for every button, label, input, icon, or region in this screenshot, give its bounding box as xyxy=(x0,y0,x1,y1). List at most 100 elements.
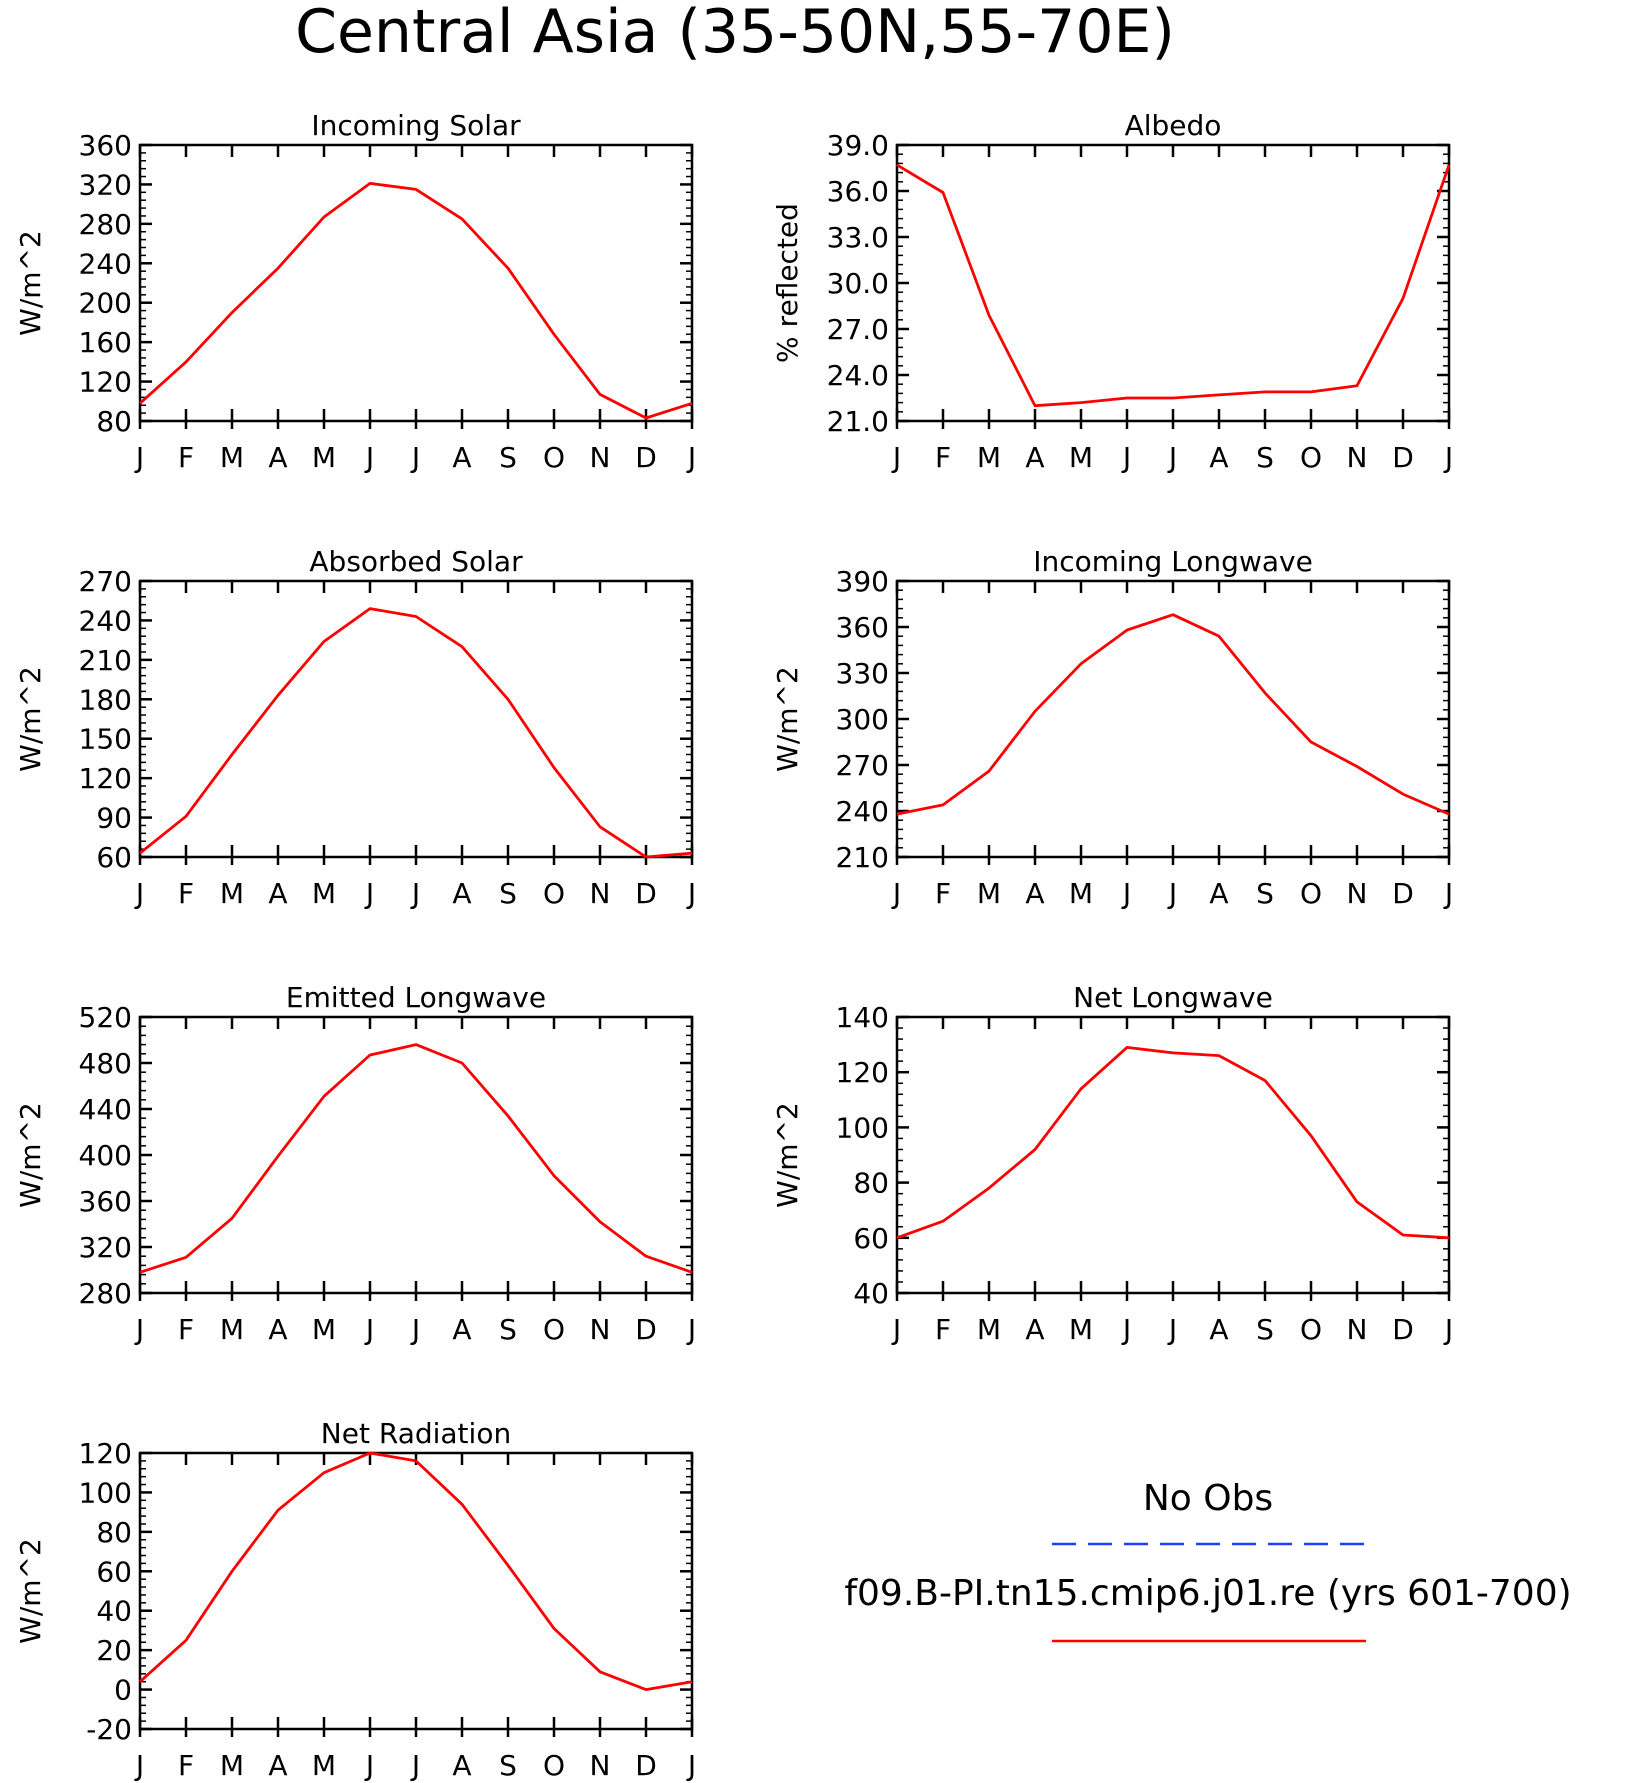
albedo-series-line xyxy=(896,163,1451,408)
net-longwave-xtick-label: O xyxy=(1300,1313,1322,1346)
legend-model-label: f09.B-PI.tn15.cmip6.j01.re (yrs 601-700) xyxy=(844,1573,1571,1614)
albedo-ytick-label: 30.0 xyxy=(827,267,889,300)
absorbed-solar-xtick-label: A xyxy=(452,877,471,910)
emitted-longwave-xtick-label: J xyxy=(410,1313,420,1346)
emitted-longwave-xtick-label: M xyxy=(220,1313,244,1346)
net-radiation-xtick-label: F xyxy=(178,1749,194,1782)
net-radiation-xtick-label: A xyxy=(268,1749,287,1782)
incoming-solar-ytick-label: 280 xyxy=(79,208,132,241)
incoming-solar-ytick-label: 240 xyxy=(79,247,132,280)
incoming-solar-xtick-label: O xyxy=(543,441,565,474)
incoming-longwave-ylabel: W/m^2 xyxy=(771,666,804,772)
incoming-longwave-ytick-label: 300 xyxy=(836,703,889,736)
incoming-solar-xtick-label: J xyxy=(410,441,420,474)
net-radiation-xtick-label: D xyxy=(635,1749,657,1782)
incoming-longwave-xtick-label: A xyxy=(1025,877,1044,910)
incoming-solar-ylabel: W/m^2 xyxy=(14,230,47,336)
incoming-longwave-xtick-label: S xyxy=(1256,877,1274,910)
albedo-xtick-label: O xyxy=(1300,441,1322,474)
emitted-longwave-title: Emitted Longwave xyxy=(286,981,546,1014)
absorbed-solar-title: Absorbed Solar xyxy=(309,545,523,578)
incoming-solar-series-line xyxy=(139,181,693,420)
net-radiation-xtick-label: A xyxy=(452,1749,471,1782)
emitted-longwave-xtick-label: N xyxy=(590,1313,611,1346)
incoming-solar-xtick-label: J xyxy=(134,441,144,474)
emitted-longwave-xtick-label: M xyxy=(312,1313,336,1346)
net-longwave-xtick-label: M xyxy=(977,1313,1001,1346)
incoming-solar-xtick-label: A xyxy=(268,441,287,474)
albedo-ytick-label: 24.0 xyxy=(827,359,889,392)
incoming-solar-xtick-label: A xyxy=(452,441,471,474)
emitted-longwave-xtick-label: F xyxy=(178,1313,194,1346)
incoming-longwave-xtick-label: N xyxy=(1347,877,1368,910)
emitted-longwave-xtick-label: J xyxy=(134,1313,144,1346)
incoming-solar-xtick-label: N xyxy=(590,441,611,474)
incoming-longwave-xtick-label: A xyxy=(1209,877,1228,910)
absorbed-solar-ytick-label: 90 xyxy=(96,802,132,835)
albedo-xtick-label: S xyxy=(1256,441,1274,474)
net-radiation-xtick-label: S xyxy=(499,1749,517,1782)
net-radiation-ytick-label: 20 xyxy=(96,1634,132,1667)
incoming-solar-xtick-label: M xyxy=(312,441,336,474)
emitted-longwave-ytick-label: 320 xyxy=(79,1231,132,1264)
incoming-longwave-ytick-label: 360 xyxy=(836,611,889,644)
incoming-solar-ytick-label: 120 xyxy=(79,366,132,399)
absorbed-solar-xtick-label: J xyxy=(364,877,374,910)
net-radiation-plot-frame xyxy=(138,1451,694,1731)
incoming-solar-xtick-label: D xyxy=(635,441,657,474)
absorbed-solar-xtick-label: F xyxy=(178,877,194,910)
net-radiation-ytick-label: -20 xyxy=(86,1713,132,1746)
net-longwave-ytick-label: 80 xyxy=(853,1167,889,1200)
panel-albedo: Albedo % reflected 21.0 24.0 27.0 30.0 33.0 36.… xyxy=(771,109,1453,474)
incoming-longwave-xtick-label: M xyxy=(977,877,1001,910)
albedo-title: Albedo xyxy=(1125,109,1222,142)
absorbed-solar-xtick-label: D xyxy=(635,877,657,910)
absorbed-solar-xtick-label: O xyxy=(543,877,565,910)
incoming-solar-ytick-label: 80 xyxy=(96,405,132,438)
albedo-xtick-label: N xyxy=(1347,441,1368,474)
incoming-solar-xtick-label: M xyxy=(220,441,244,474)
net-longwave-series-line xyxy=(896,1046,1450,1240)
incoming-longwave-plot-frame xyxy=(895,579,1451,859)
net-radiation-ytick-label: 120 xyxy=(79,1437,132,1470)
emitted-longwave-ytick-label: 520 xyxy=(79,1001,132,1034)
absorbed-solar-xtick-label: J xyxy=(410,877,420,910)
absorbed-solar-xtick-label: J xyxy=(134,877,144,910)
emitted-longwave-ylabel: W/m^2 xyxy=(14,1102,47,1208)
emitted-longwave-xtick-label: A xyxy=(268,1313,287,1346)
albedo-ytick-label: 27.0 xyxy=(827,313,889,346)
emitted-longwave-series-line xyxy=(139,1043,693,1274)
emitted-longwave-plot-frame xyxy=(138,1015,694,1295)
panel-incoming-longwave: Incoming Longwave W/m^2 210 240 270 300 330 360… xyxy=(771,545,1453,910)
panel-emitted-longwave: Emitted Longwave W/m^2 280 320 360 400 440 480 5… xyxy=(14,981,696,1346)
incoming-solar-title: Incoming Solar xyxy=(311,109,521,142)
net-radiation-xtick-label: J xyxy=(410,1749,420,1782)
albedo-xtick-label: A xyxy=(1209,441,1228,474)
net-longwave-xtick-label: S xyxy=(1256,1313,1274,1346)
net-longwave-xtick-label: F xyxy=(935,1313,951,1346)
emitted-longwave-ytick-label: 360 xyxy=(79,1185,132,1218)
incoming-solar-xtick-label: J xyxy=(364,441,374,474)
emitted-longwave-xtick-label: J xyxy=(364,1313,374,1346)
incoming-solar-ytick-label: 360 xyxy=(79,129,132,162)
absorbed-solar-plot-frame xyxy=(138,579,694,859)
net-radiation-ytick-label: 60 xyxy=(96,1555,132,1588)
incoming-solar-ytick-label: 160 xyxy=(79,326,132,359)
panel-incoming-solar: Incoming Solar W/m^2 80 120 160 200 240 280 320 3… xyxy=(14,109,696,474)
net-longwave-xtick-label: J xyxy=(891,1313,901,1346)
albedo-xtick-label: J xyxy=(891,441,901,474)
net-longwave-xtick-label: M xyxy=(1069,1313,1093,1346)
incoming-longwave-xtick-label: J xyxy=(891,877,901,910)
absorbed-solar-xtick-label: M xyxy=(312,877,336,910)
incoming-longwave-series-line xyxy=(896,613,1450,816)
absorbed-solar-ytick-label: 270 xyxy=(79,565,132,598)
emitted-longwave-xtick-label: O xyxy=(543,1313,565,1346)
net-longwave-xtick-label: J xyxy=(1121,1313,1131,1346)
panel-absorbed-solar: Absorbed Solar W/m^2 60 90 120 150 180 210 240 27… xyxy=(14,545,696,910)
absorbed-solar-xtick-label: M xyxy=(220,877,244,910)
incoming-longwave-xtick-label: J xyxy=(1121,877,1131,910)
incoming-solar-xtick-label: S xyxy=(499,441,517,474)
albedo-xtick-label: M xyxy=(977,441,1001,474)
incoming-longwave-xtick-label: J xyxy=(1167,877,1177,910)
